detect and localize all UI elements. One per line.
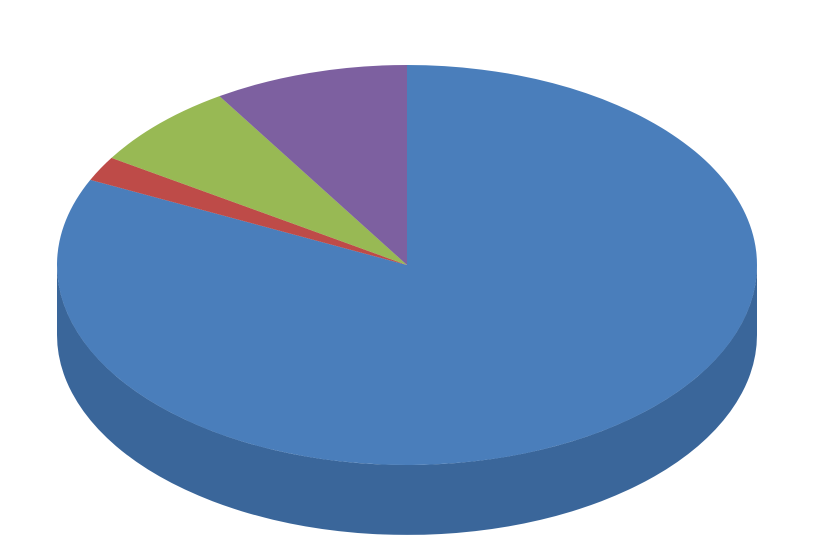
pie-chart-svg [0,0,814,551]
pie-chart-3d [0,0,814,551]
